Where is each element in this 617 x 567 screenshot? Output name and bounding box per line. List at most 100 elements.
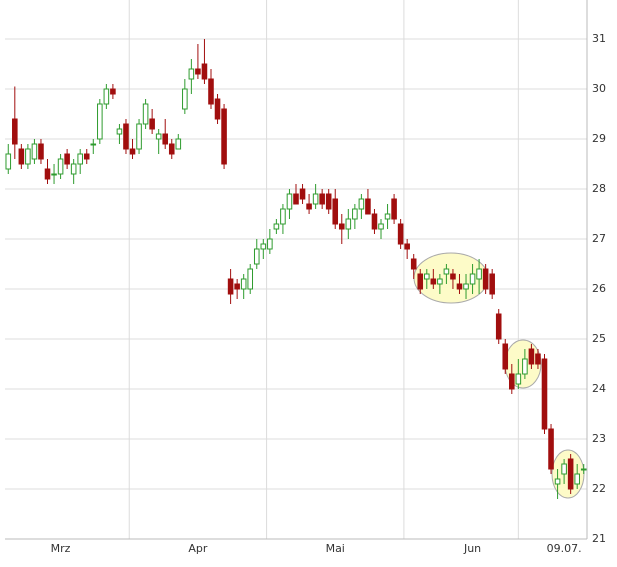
candle-body <box>358 198 365 210</box>
candle-body <box>155 133 162 140</box>
plot-background <box>5 0 588 540</box>
candle-body <box>495 313 502 340</box>
candle-body <box>195 68 201 75</box>
candle-body <box>567 458 574 490</box>
x-tick-label: Mrz <box>51 542 71 555</box>
candle-body <box>325 193 332 210</box>
candle-body <box>201 63 208 80</box>
candle-body <box>306 203 312 210</box>
candle-body <box>123 123 129 150</box>
candle-body <box>70 163 77 175</box>
candle-body <box>64 153 70 165</box>
candle-body <box>482 268 489 290</box>
y-tick-label: 21 <box>592 532 606 545</box>
y-tick-label: 31 <box>592 32 606 45</box>
candle-body <box>77 153 83 165</box>
candle-body <box>476 268 482 280</box>
candle-body <box>103 88 110 105</box>
candle-body <box>286 193 293 210</box>
candle-body <box>469 273 476 285</box>
candle-body <box>293 193 299 205</box>
x-tick-label: Mai <box>326 542 345 555</box>
candle-body <box>208 78 214 105</box>
x-tick-label: Jun <box>463 542 481 555</box>
candle-body <box>110 88 116 95</box>
candle-body <box>214 98 221 120</box>
candle-body <box>188 68 195 80</box>
y-tick-label: 23 <box>592 432 606 445</box>
candle-body <box>31 143 38 160</box>
candle-body <box>410 258 417 270</box>
candle-body <box>97 103 103 140</box>
candle-body <box>12 118 18 145</box>
y-tick-label: 27 <box>592 232 606 245</box>
candle-body <box>260 243 267 250</box>
candle-body <box>352 208 358 220</box>
y-tick-label: 22 <box>592 482 606 495</box>
candle-body <box>5 153 12 170</box>
candle-body <box>371 213 378 230</box>
candle-body <box>397 223 404 245</box>
y-tick-label: 28 <box>592 182 606 195</box>
x-tick-label: 09.07. <box>547 542 582 555</box>
candle-body <box>273 223 280 230</box>
y-tick-label: 26 <box>592 282 606 295</box>
candle-body <box>430 278 437 285</box>
candle-body <box>83 153 90 160</box>
candle-body <box>384 213 391 220</box>
candle-body <box>378 223 384 230</box>
y-tick-label: 29 <box>592 132 606 145</box>
candle-body <box>561 463 567 475</box>
candle-body <box>417 273 424 290</box>
candle-body <box>450 273 456 280</box>
candle-body <box>423 273 430 280</box>
candle-body <box>404 243 410 250</box>
candle-body <box>280 208 286 225</box>
candle-body <box>299 188 306 200</box>
candle-body <box>247 268 254 290</box>
x-tick-label: Apr <box>188 542 208 555</box>
candle-body <box>391 198 397 220</box>
candle-body <box>116 128 123 135</box>
candle-body <box>25 148 31 165</box>
candle-body <box>90 143 97 146</box>
candle-body <box>142 103 149 125</box>
candle-body <box>528 348 535 365</box>
y-tick-label: 25 <box>592 332 606 345</box>
candle-body <box>51 173 57 176</box>
candle-body <box>456 283 463 290</box>
candle-body <box>57 158 64 175</box>
candle-body <box>338 223 345 230</box>
candle-body <box>332 198 339 225</box>
candle-body <box>345 218 352 230</box>
candle-body <box>437 278 443 285</box>
y-tick-label: 30 <box>592 82 606 95</box>
candle-body <box>234 283 240 290</box>
candle-body <box>44 168 51 180</box>
candle-body <box>515 373 522 385</box>
candle-body <box>267 238 273 250</box>
candle-body <box>129 148 136 155</box>
candle-body <box>319 193 325 205</box>
candle-body <box>182 88 188 110</box>
y-tick-label: 24 <box>592 382 606 395</box>
candle-body <box>502 343 509 370</box>
candle-body <box>489 273 495 295</box>
candle-body <box>554 478 561 485</box>
candle-body <box>253 248 260 265</box>
candle-body <box>162 133 169 145</box>
candle-body <box>580 468 587 471</box>
candle-body <box>574 473 580 485</box>
candle-body <box>509 373 515 390</box>
candle-body <box>541 358 548 430</box>
candle-body <box>240 278 247 290</box>
candle-body <box>535 353 541 365</box>
candle-body <box>136 123 142 150</box>
candle-body <box>548 428 554 470</box>
candle-body <box>522 358 528 375</box>
candle-body <box>227 278 234 295</box>
candle-body <box>175 138 182 150</box>
candle-body <box>38 143 44 160</box>
candle-body <box>18 148 25 165</box>
